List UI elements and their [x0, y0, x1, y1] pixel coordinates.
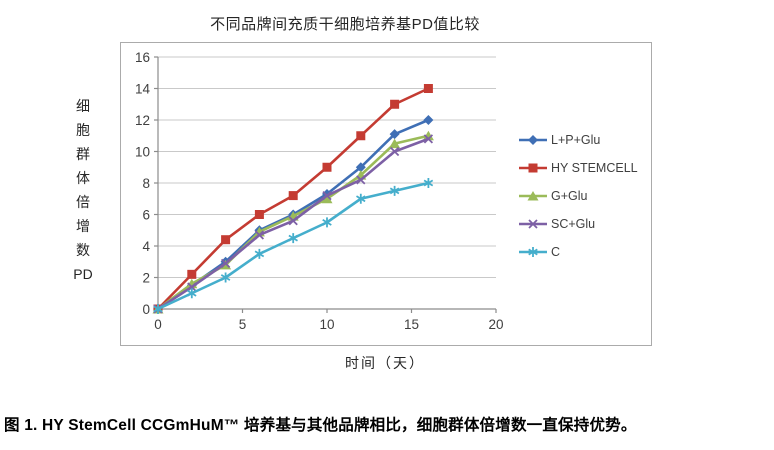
legend-label: L+P+Glu — [551, 133, 601, 147]
y-tick-label: 4 — [142, 239, 150, 254]
y-tick-label: 10 — [135, 145, 150, 160]
y-tick-label: 12 — [135, 113, 150, 128]
x-axis-title: 时间（天） — [345, 355, 425, 371]
y-tick-label: 6 — [142, 208, 150, 223]
data-point-marker-square — [254, 210, 264, 219]
legend-label: SC+Glu — [551, 217, 596, 231]
legend-label: C — [551, 245, 561, 259]
data-point-marker-asterisk — [356, 195, 366, 203]
data-point-marker-square — [423, 84, 433, 93]
data-point-marker-asterisk — [220, 274, 231, 281]
data-point-marker-square — [221, 235, 231, 245]
data-point-marker-diamond — [389, 129, 400, 140]
chart-frame: 0 2 4 6 8 10 12 14 16 0 5 10 15 20 L+P+Glu HY STEMCELL… — [120, 42, 652, 346]
x-tick-label: 20 — [488, 317, 503, 332]
data-point-marker-asterisk — [528, 248, 538, 256]
data-point-marker-x — [423, 134, 434, 144]
data-point-marker-diamond — [528, 135, 538, 145]
data-point-marker-x — [528, 219, 538, 229]
data-point-marker-x — [220, 258, 231, 268]
legend-item-hy-stemcell: HY STEMCELL — [519, 161, 638, 175]
legend-marker-diamond-icon — [519, 135, 547, 145]
data-point-marker-square — [322, 162, 332, 172]
legend-marker-asterisk-icon — [519, 247, 547, 257]
data-point-marker-asterisk — [288, 234, 298, 242]
data-point-marker-asterisk — [187, 289, 197, 297]
data-point-marker-triangle — [389, 138, 401, 149]
y-tick-label: 2 — [142, 271, 150, 286]
legend-item-l-p-glu: L+P+Glu — [519, 133, 638, 147]
legend-item-g-glu: G+Glu — [519, 189, 638, 203]
data-point-marker-triangle — [422, 130, 434, 141]
data-point-marker-square — [528, 163, 538, 173]
data-point-marker-asterisk — [389, 187, 400, 195]
data-point-marker-square — [356, 131, 366, 141]
legend-marker-square-icon — [519, 163, 547, 173]
data-point-marker-diamond — [423, 115, 434, 125]
legend-label: G+Glu — [551, 189, 588, 203]
y-tick-label: 8 — [142, 176, 150, 191]
data-point-marker-x — [187, 282, 197, 292]
y-tick-label: 0 — [142, 302, 150, 317]
chart-title: 不同品牌间充质干细胞培养基PD值比较 — [210, 16, 480, 33]
chart-legend: L+P+Glu HY STEMCELL G+Glu SC+Glu C — [519, 133, 638, 259]
data-point-marker-asterisk — [423, 179, 434, 187]
data-point-marker-asterisk — [322, 219, 332, 226]
x-tick-label: 15 — [404, 317, 419, 332]
data-point-marker-square — [187, 269, 197, 279]
data-point-marker-x — [356, 175, 366, 185]
plot-area: 0 2 4 6 8 10 12 14 16 0 5 10 15 20 — [135, 50, 504, 332]
data-point-marker-x — [389, 146, 400, 157]
legend-item-c: C — [519, 245, 638, 259]
data-point-marker-asterisk — [153, 305, 163, 313]
data-point-marker-triangle — [321, 193, 333, 204]
data-point-marker-x — [254, 230, 265, 240]
y-tick-label: 14 — [135, 82, 151, 97]
data-point-marker-diamond — [355, 162, 366, 173]
series-line-SC+Glu — [156, 137, 430, 311]
x-tick-label: 5 — [239, 317, 247, 332]
figure-caption: 图 1. HY StemCell CCGmHuM™ 培养基与其他品牌相比，细胞群… — [4, 417, 637, 434]
x-tick-label: 10 — [319, 317, 334, 332]
data-point-marker-triangle — [527, 191, 539, 201]
data-point-marker-x — [288, 216, 298, 226]
data-point-marker-asterisk — [254, 250, 265, 258]
legend-marker-x-icon — [519, 219, 547, 229]
x-tick-label: 0 — [154, 317, 162, 332]
y-axis-title: 细 胞 群 体 倍 增 数 PD — [73, 98, 93, 282]
data-point-marker-x — [322, 190, 332, 201]
data-point-marker-square — [390, 99, 400, 109]
y-tick-label: 16 — [135, 50, 150, 65]
legend-marker-triangle-icon — [519, 191, 547, 201]
legend-item-sc-glu: SC+Glu — [519, 217, 638, 231]
data-point-marker-square — [288, 191, 298, 201]
legend-label: HY STEMCELL — [551, 161, 638, 175]
